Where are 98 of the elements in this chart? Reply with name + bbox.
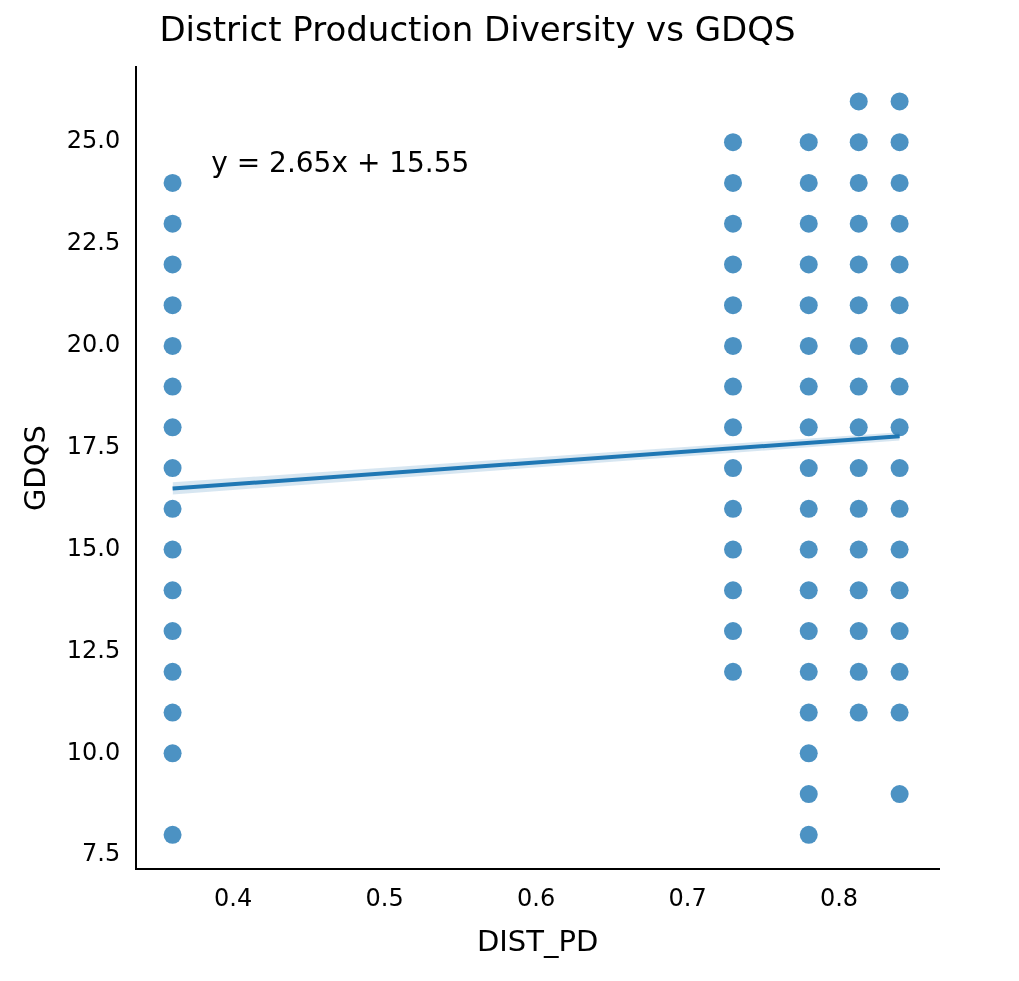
point <box>163 296 182 315</box>
point <box>849 92 868 111</box>
point <box>890 499 909 518</box>
y-tick-label: 7.5 <box>82 839 121 868</box>
point <box>163 173 182 192</box>
point <box>890 296 909 315</box>
point <box>163 622 182 641</box>
point <box>849 296 868 315</box>
x-tick-label: 0.8 <box>819 884 859 913</box>
point <box>849 581 868 600</box>
point <box>724 418 743 437</box>
point <box>724 214 743 233</box>
point <box>890 540 909 559</box>
point <box>849 336 868 355</box>
point <box>849 499 868 518</box>
point <box>724 622 743 641</box>
point <box>799 662 818 681</box>
point <box>890 173 909 192</box>
point <box>890 92 909 111</box>
point <box>724 377 743 396</box>
point <box>849 214 868 233</box>
point <box>163 459 182 478</box>
point <box>799 703 818 722</box>
point <box>890 459 909 478</box>
annotation: y = 2.65x + 15.55 <box>211 146 470 180</box>
point <box>799 296 818 315</box>
x-tick-label: 0.5 <box>365 884 404 913</box>
point <box>163 214 182 233</box>
point <box>849 255 868 274</box>
point <box>724 296 743 315</box>
point <box>799 744 818 763</box>
point <box>849 173 868 192</box>
point <box>799 133 818 152</box>
point <box>799 418 818 437</box>
point <box>163 255 182 274</box>
point <box>163 499 182 518</box>
point <box>849 703 868 722</box>
point <box>724 173 743 192</box>
point <box>724 255 743 274</box>
y-tick-label: 12.5 <box>66 635 121 664</box>
y-tick-label: 22.5 <box>66 228 121 257</box>
x-tick-label: 0.6 <box>517 884 556 913</box>
point <box>724 662 743 681</box>
point <box>724 540 743 559</box>
point <box>890 581 909 600</box>
point <box>849 622 868 641</box>
point <box>799 499 818 518</box>
point <box>724 133 743 152</box>
point <box>799 459 818 478</box>
point <box>890 377 909 396</box>
y-tick-label: 17.5 <box>66 431 121 460</box>
point <box>890 255 909 274</box>
point <box>163 825 182 844</box>
point <box>799 581 818 600</box>
point <box>163 540 182 559</box>
point <box>724 459 743 478</box>
point <box>890 785 909 804</box>
point <box>724 581 743 600</box>
point <box>849 662 868 681</box>
point <box>799 540 818 559</box>
point <box>890 418 909 437</box>
y-tick-label: 15.0 <box>66 533 121 562</box>
point <box>724 336 743 355</box>
x-tick-label: 0.7 <box>668 884 707 913</box>
point <box>890 133 909 152</box>
point <box>799 622 818 641</box>
point <box>799 255 818 274</box>
point <box>163 703 182 722</box>
point <box>163 418 182 437</box>
point <box>724 499 743 518</box>
point <box>890 214 909 233</box>
point <box>799 377 818 396</box>
point <box>163 377 182 396</box>
point <box>163 336 182 355</box>
point <box>890 622 909 641</box>
x-tick-label: 0.4 <box>214 884 253 913</box>
point <box>849 418 868 437</box>
point <box>799 214 818 233</box>
point <box>849 377 868 396</box>
point <box>163 581 182 600</box>
point <box>890 662 909 681</box>
y-axis-title: GDQS <box>17 425 52 512</box>
point <box>799 785 818 804</box>
x-axis-title: DIST_PD <box>476 924 599 959</box>
chart-title: District Production Diversity vs GDQS <box>159 9 796 50</box>
point <box>163 662 182 681</box>
y-tick-label: 10.0 <box>66 737 121 766</box>
point <box>799 173 818 192</box>
point <box>849 540 868 559</box>
y-tick-label: 20.0 <box>66 330 121 359</box>
point <box>849 459 868 478</box>
y-tick-label: 25.0 <box>66 126 121 155</box>
point <box>890 336 909 355</box>
point <box>799 825 818 844</box>
point <box>849 133 868 152</box>
point <box>799 336 818 355</box>
point <box>890 703 909 722</box>
point <box>163 744 182 763</box>
